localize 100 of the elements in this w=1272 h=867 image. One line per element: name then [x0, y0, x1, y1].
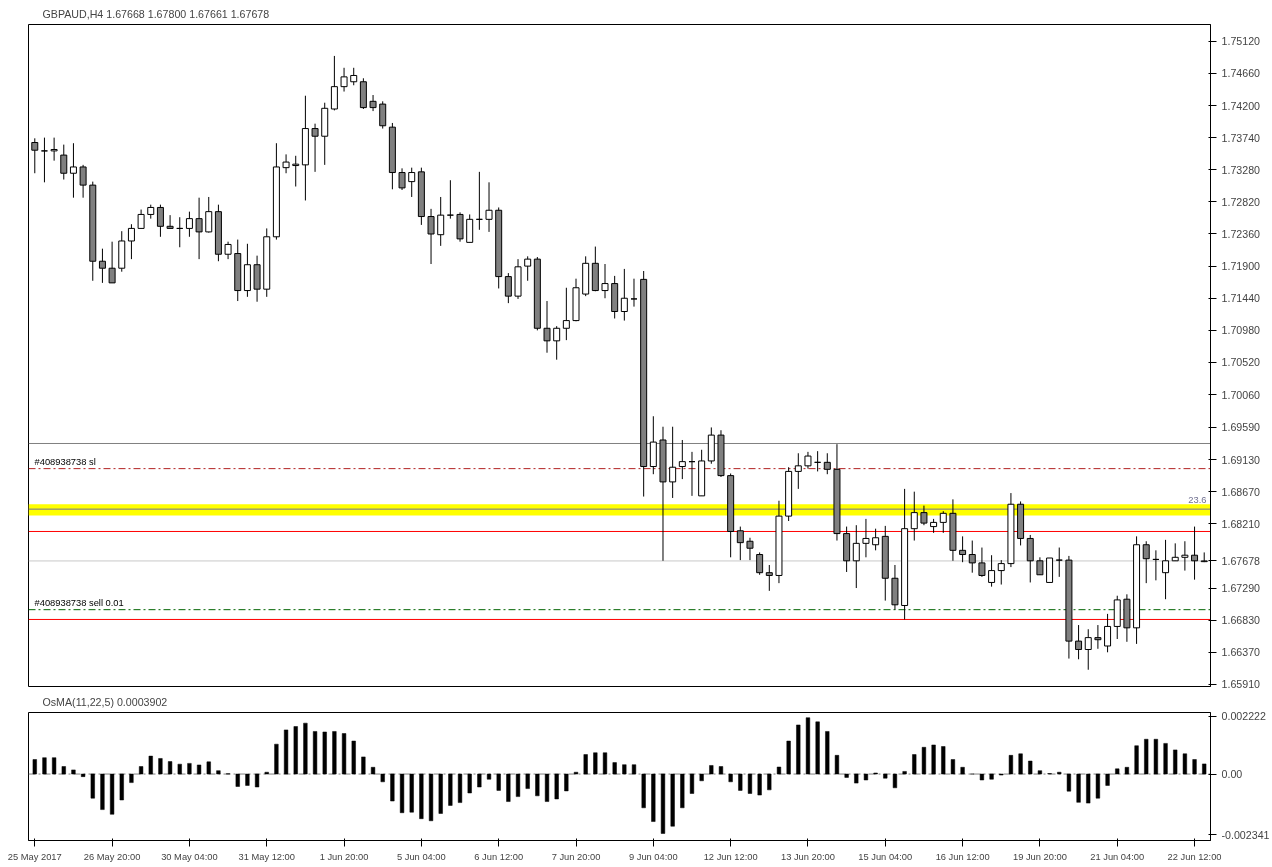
candlestick: [620, 268, 628, 322]
candlestick: [601, 263, 609, 299]
bar: [370, 767, 376, 775]
candlestick: [195, 197, 203, 260]
bar: [680, 773, 685, 809]
candlestick: [1162, 539, 1170, 600]
bar: [544, 773, 550, 802]
bar: [1037, 770, 1042, 775]
bar: [554, 773, 559, 800]
bar: [496, 773, 501, 791]
bar: [660, 773, 666, 834]
bar: [428, 773, 434, 822]
candlestick: [910, 491, 918, 542]
candlestick: [108, 241, 116, 284]
bar: [1086, 773, 1091, 804]
y-tick-label: 1.69130: [1221, 453, 1261, 466]
candlestick: [408, 167, 416, 198]
candlestick: [50, 137, 58, 162]
candlestick: [872, 528, 880, 551]
candlestick: [794, 452, 802, 490]
candlestick: [504, 272, 512, 304]
x-tick-label: 26 May 20:00: [83, 851, 141, 862]
bar: [767, 773, 772, 791]
x-tick-label: 12 Jun 12:00: [703, 851, 758, 862]
candlestick: [282, 153, 290, 174]
bar: [612, 762, 617, 775]
y-tick-label: 1.71900: [1221, 260, 1261, 273]
bar: [119, 773, 124, 801]
candlestick: [746, 537, 754, 561]
candlestick: [60, 144, 68, 181]
candlestick: [553, 325, 561, 361]
candlestick: [968, 540, 976, 574]
candlestick: [398, 167, 406, 191]
candlestick: [1055, 547, 1063, 578]
candlestick: [1075, 624, 1083, 660]
bar: [1028, 760, 1033, 775]
bar: [738, 773, 743, 791]
candlestick: [40, 137, 48, 183]
candlestick: [379, 100, 387, 130]
y-tick-label: 1.73280: [1221, 163, 1261, 176]
bar: [515, 773, 521, 797]
candlestick: [185, 211, 193, 238]
bar: [177, 763, 182, 775]
y-tick-label: -0.002341: [1221, 828, 1270, 841]
bar: [477, 773, 482, 788]
candlestick: [765, 564, 773, 592]
bar: [622, 764, 627, 775]
bar: [148, 755, 153, 775]
bar: [921, 747, 927, 775]
y-tick-label: 1.65910: [1221, 678, 1261, 691]
bar: [486, 773, 492, 780]
bar: [129, 773, 134, 783]
x-tick-label: 6 Jun 12:00: [474, 851, 524, 862]
y-tick-label: 1.67290: [1221, 582, 1261, 595]
candlestick: [988, 554, 996, 588]
bar: [931, 744, 936, 775]
bar: [950, 759, 956, 775]
bar: [960, 767, 965, 775]
bar: [854, 773, 859, 784]
chart-title: OsMA(11,22,5) 0.0003902: [42, 695, 168, 708]
y-tick-label: 0.00: [1221, 768, 1243, 781]
bar: [583, 754, 588, 775]
candlestick: [997, 559, 1005, 586]
bar: [631, 764, 637, 775]
candlestick: [446, 179, 454, 220]
x-tick-label: 13 Jun 20:00: [780, 851, 835, 862]
bar: [728, 773, 733, 783]
bar: [158, 758, 163, 775]
candlestick: [311, 123, 319, 173]
bar: [467, 773, 472, 794]
bar: [786, 740, 791, 775]
bar: [892, 773, 898, 789]
y-tick-label: 1.67678: [1221, 554, 1261, 567]
candlestick: [166, 214, 174, 229]
y-tick-label: 1.68210: [1221, 517, 1261, 530]
bar: [351, 740, 356, 775]
candlestick: [137, 209, 145, 229]
candlestick: [524, 255, 532, 282]
bar: [670, 773, 675, 827]
bar: [332, 731, 337, 775]
bar: [525, 773, 530, 789]
y-tick-label: 0.002222: [1221, 710, 1267, 723]
bar: [448, 773, 453, 806]
y-tick-label: 1.70980: [1221, 324, 1261, 337]
candlestick: [98, 248, 106, 284]
bar: [535, 773, 540, 797]
bar: [139, 766, 144, 775]
x-tick-label: 15 Jun 04:00: [858, 851, 913, 862]
bar: [689, 773, 695, 794]
bar: [1182, 753, 1187, 775]
bar: [1173, 749, 1178, 775]
bar: [206, 761, 211, 775]
ref-line-label: #408938738 sell 0.01: [34, 597, 124, 608]
candlestick: [1026, 534, 1034, 583]
y-tick-label: 1.72820: [1221, 195, 1261, 208]
x-tick-label: 30 May 04:00: [161, 851, 218, 862]
bar: [235, 773, 240, 787]
candlestick: [959, 535, 967, 563]
candlestick: [1094, 624, 1102, 650]
y-tick-label: 1.70060: [1221, 388, 1261, 401]
